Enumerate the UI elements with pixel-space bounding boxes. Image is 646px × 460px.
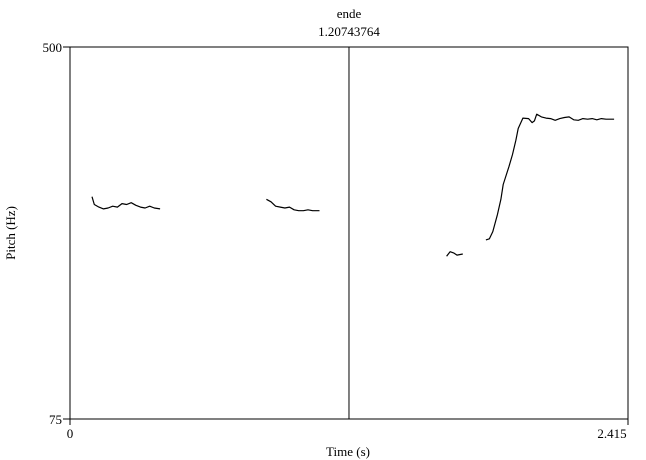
cursor-labels: ende 1.20743764 [318, 6, 380, 39]
cursor-name-label: ende [337, 6, 362, 21]
plot-area [69, 46, 629, 420]
pitch-contour-segment-4 [485, 113, 615, 241]
pitch-contour-segment-1 [91, 196, 161, 210]
x-axis: 0 2.415 Time (s) [67, 419, 629, 459]
x-tick-label-min: 0 [67, 426, 74, 441]
y-axis: 500 75 Pitch (Hz) [3, 40, 70, 427]
pitch-contour-segment-2 [266, 198, 320, 212]
y-tick-label-min: 75 [49, 412, 62, 427]
y-axis-label: Pitch (Hz) [3, 206, 18, 260]
x-tick-label-max: 2.415 [597, 426, 626, 441]
y-tick-label-max: 500 [43, 40, 63, 55]
pitch-contour-segment-3 [446, 251, 463, 257]
series-group [91, 113, 615, 257]
x-axis-label: Time (s) [326, 444, 370, 459]
cursor-time-label: 1.20743764 [318, 24, 380, 39]
